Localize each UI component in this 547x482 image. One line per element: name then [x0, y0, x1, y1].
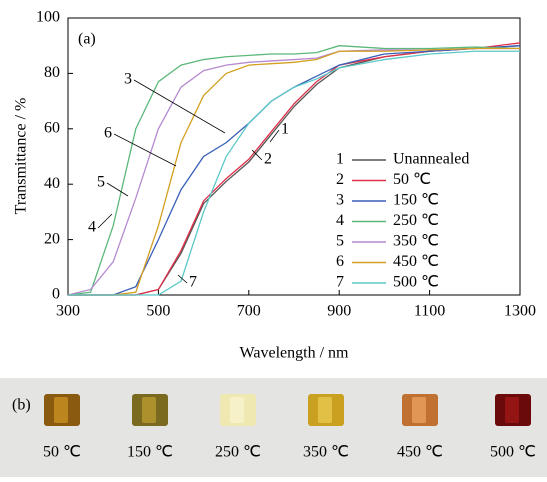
y-axis-label: Transmittance / %	[13, 98, 30, 215]
y-tick-label: 80	[44, 64, 60, 81]
x-tick-label: 1100	[414, 303, 445, 320]
curve-label: 7	[189, 274, 197, 291]
panel-label: (b)	[12, 397, 31, 414]
data-line	[68, 45, 521, 296]
data-line	[67, 45, 521, 296]
legend-label: 150 ℃	[393, 192, 439, 209]
sample-caption: 500 ℃	[490, 444, 536, 461]
legend-number: 3	[336, 192, 344, 209]
x-tick-label: 500	[146, 303, 170, 320]
y-tick-label: 40	[44, 175, 60, 192]
callout-line	[133, 79, 226, 134]
legend-number: 5	[336, 233, 344, 250]
data-line	[68, 50, 520, 296]
sample-caption: 150 ℃	[127, 444, 173, 461]
x-axis-label: Wavelength / nm	[240, 345, 349, 362]
legend-label: 50 ℃	[393, 171, 431, 188]
sample-caption: 50 ℃	[43, 444, 81, 461]
legend-label: 450 ℃	[393, 253, 439, 270]
callout-line	[251, 149, 263, 161]
data-line	[68, 47, 520, 296]
legend-label: Unannealed	[393, 151, 469, 168]
x-tick-label: 1300	[504, 303, 536, 320]
callout-line	[97, 213, 113, 229]
curve-label: 6	[104, 125, 112, 142]
curve-label: 2	[264, 151, 272, 168]
sample-caption: 450 ℃	[397, 444, 443, 461]
curve-label: 4	[88, 219, 96, 236]
legend-number: 7	[336, 274, 344, 291]
x-tick-label: 900	[327, 303, 351, 320]
legend-number: 6	[336, 253, 344, 270]
legend-label: 350 ℃	[393, 233, 439, 250]
callout-line	[113, 133, 177, 167]
legend-label: 250 ℃	[393, 212, 439, 229]
legend-label: 500 ℃	[393, 274, 439, 291]
x-tick-label: 300	[56, 303, 80, 320]
y-tick-label: 60	[44, 119, 60, 136]
data-line	[67, 47, 520, 296]
y-tick-label: 0	[52, 286, 60, 303]
y-tick-label: 100	[36, 9, 60, 26]
curve-label: 1	[281, 121, 289, 138]
x-tick-label: 700	[237, 303, 261, 320]
legend-number: 1	[336, 151, 344, 168]
sample-highlight	[54, 397, 68, 423]
sample-highlight	[230, 397, 244, 423]
sample-highlight	[142, 397, 156, 423]
sample-highlight	[318, 397, 332, 423]
plot-frame	[67, 17, 521, 296]
curve-label: 3	[124, 71, 132, 88]
photo-background	[0, 378, 547, 477]
callout-line	[177, 274, 188, 284]
sample-caption: 350 ℃	[303, 444, 349, 461]
panel-label: (a)	[78, 31, 96, 48]
legend-number: 4	[336, 212, 344, 229]
callout-line	[106, 182, 129, 197]
sample-highlight	[505, 397, 519, 423]
data-line	[68, 45, 521, 296]
sample-caption: 250 ℃	[215, 444, 261, 461]
curve-label: 5	[97, 174, 105, 191]
sample-highlight	[412, 397, 426, 423]
callout-line	[269, 129, 280, 143]
y-tick-label: 20	[44, 230, 60, 247]
legend-number: 2	[336, 171, 344, 188]
